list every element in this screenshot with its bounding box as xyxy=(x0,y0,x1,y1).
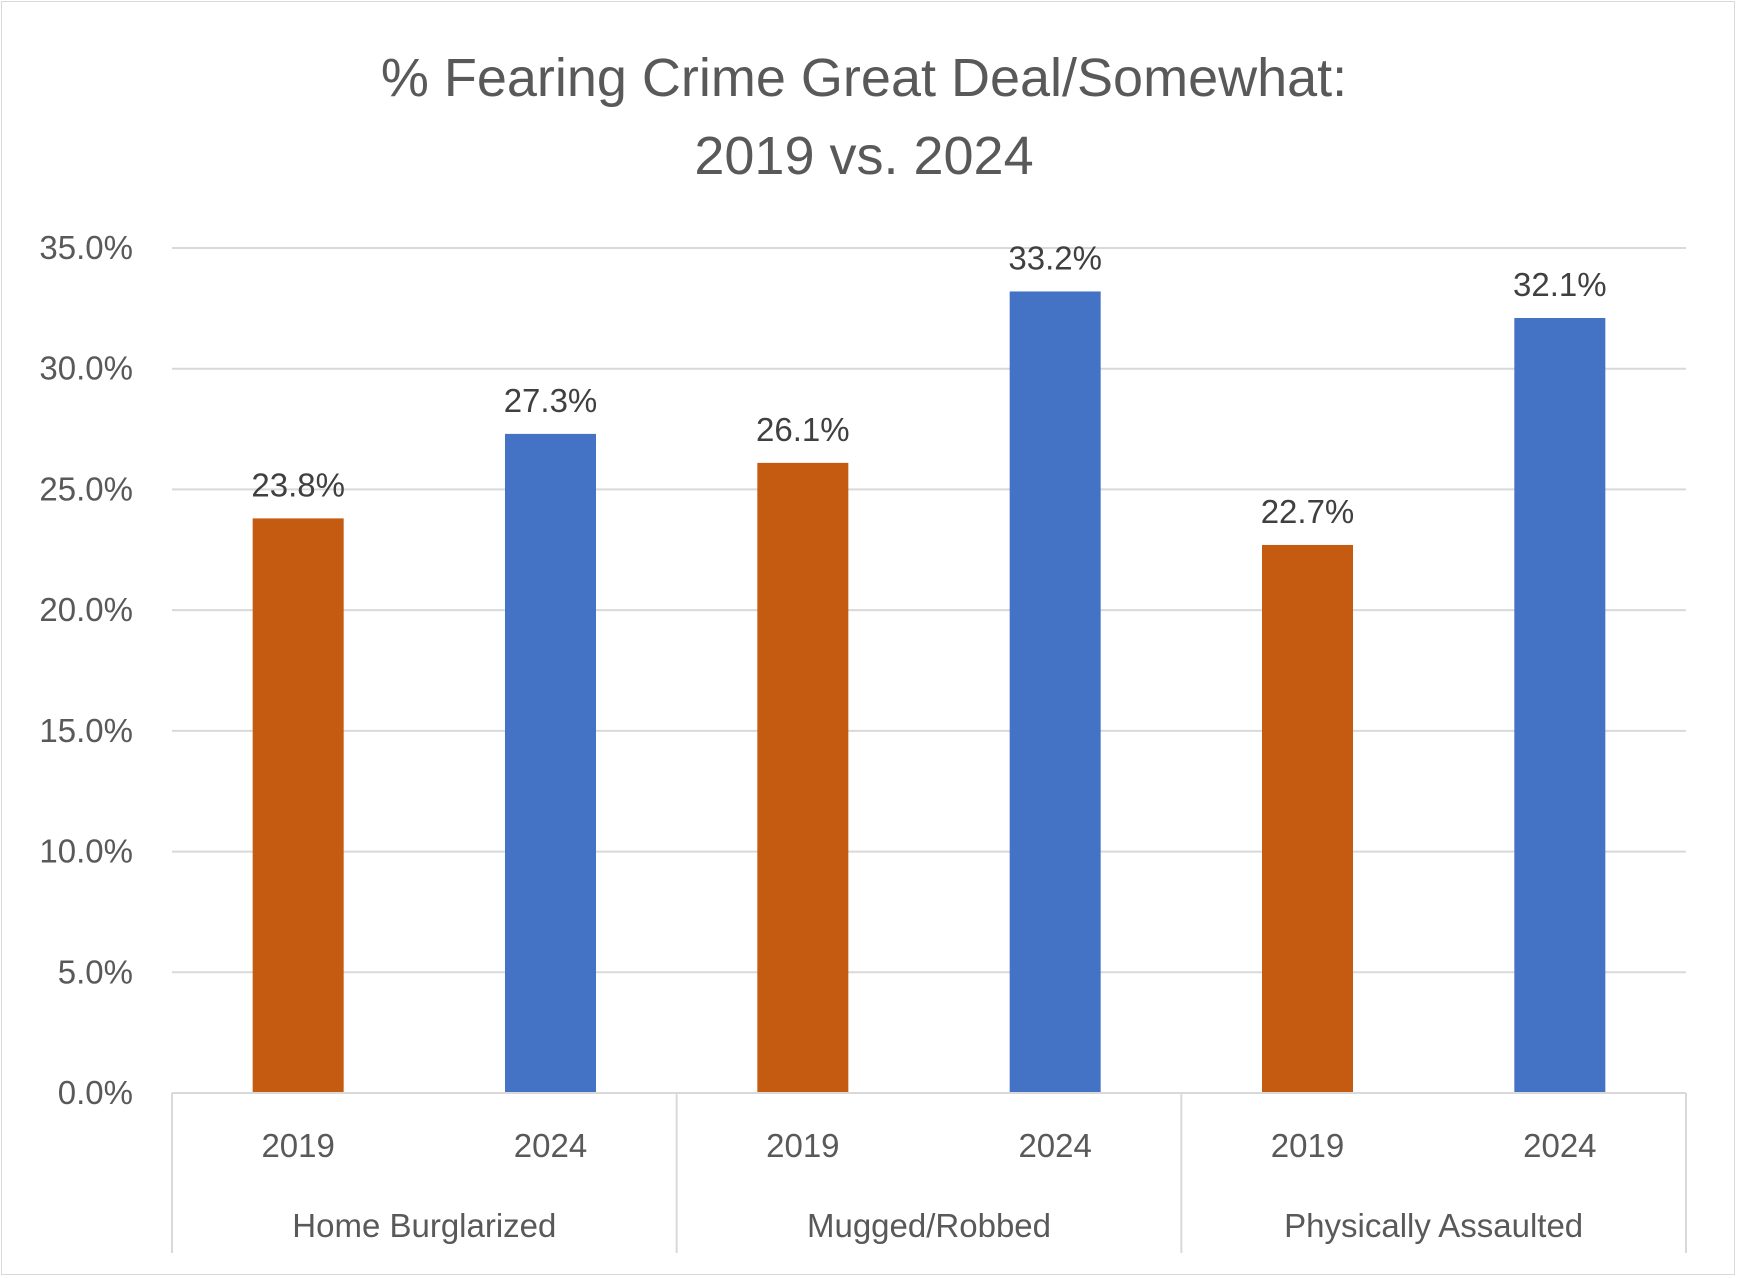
x-tick-label: 2024 xyxy=(514,1127,587,1164)
bar xyxy=(1514,318,1606,1093)
y-tick-label: 30.0% xyxy=(39,350,133,387)
group-label: Home Burglarized xyxy=(292,1207,556,1244)
x-tick-label: 2024 xyxy=(1018,1127,1091,1164)
y-tick-label: 10.0% xyxy=(39,833,133,870)
data-label: 22.7% xyxy=(1261,493,1355,530)
x-tick-label: 2019 xyxy=(1271,1127,1344,1164)
group-label: Mugged/Robbed xyxy=(807,1207,1051,1244)
chart-title-line-1: % Fearing Crime Great Deal/Somewhat: xyxy=(381,48,1347,108)
y-tick-label: 15.0% xyxy=(39,712,133,749)
chart-title-line-2: 2019 vs. 2024 xyxy=(694,126,1033,186)
y-tick-label: 20.0% xyxy=(39,591,133,628)
x-tick-label: 2019 xyxy=(766,1127,839,1164)
y-tick-label: 0.0% xyxy=(58,1074,133,1111)
y-tick-label: 25.0% xyxy=(39,470,133,507)
x-tick-label: 2024 xyxy=(1523,1127,1596,1164)
bar xyxy=(1262,544,1353,1093)
bar xyxy=(1009,291,1101,1093)
bar xyxy=(252,518,344,1093)
data-label: 33.2% xyxy=(1008,239,1102,276)
data-label: 26.1% xyxy=(756,411,850,448)
bar xyxy=(757,462,849,1093)
data-label: 27.3% xyxy=(504,382,598,419)
bar xyxy=(505,433,596,1093)
y-tick-label: 35.0% xyxy=(39,229,133,266)
data-label: 32.1% xyxy=(1513,266,1607,303)
x-tick-label: 2019 xyxy=(261,1127,334,1164)
group-label: Physically Assaulted xyxy=(1284,1207,1583,1244)
data-label: 23.8% xyxy=(251,466,345,503)
y-tick-label: 5.0% xyxy=(58,953,133,990)
